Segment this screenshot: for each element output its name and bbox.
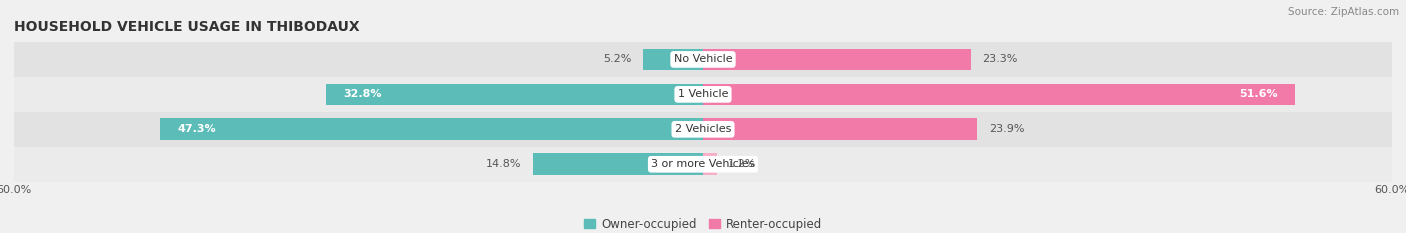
Text: 3 or more Vehicles: 3 or more Vehicles	[651, 159, 755, 169]
Bar	[533, 154, 703, 175]
Text: 23.3%: 23.3%	[981, 55, 1018, 64]
Text: 47.3%: 47.3%	[177, 124, 215, 134]
Bar	[14, 77, 1392, 112]
Text: 14.8%: 14.8%	[486, 159, 522, 169]
Text: 32.8%: 32.8%	[343, 89, 382, 99]
Text: 1 Vehicle: 1 Vehicle	[678, 89, 728, 99]
Bar	[703, 154, 717, 175]
Text: 23.9%: 23.9%	[988, 124, 1025, 134]
Text: HOUSEHOLD VEHICLE USAGE IN THIBODAUX: HOUSEHOLD VEHICLE USAGE IN THIBODAUX	[14, 20, 360, 34]
Bar	[644, 49, 703, 70]
Bar	[703, 84, 1295, 105]
Text: 51.6%: 51.6%	[1240, 89, 1278, 99]
Text: No Vehicle: No Vehicle	[673, 55, 733, 64]
Bar	[703, 49, 970, 70]
Text: 2 Vehicles: 2 Vehicles	[675, 124, 731, 134]
Text: Source: ZipAtlas.com: Source: ZipAtlas.com	[1288, 7, 1399, 17]
Bar	[14, 112, 1392, 147]
Bar	[14, 147, 1392, 182]
Bar	[160, 118, 703, 140]
Text: 1.2%: 1.2%	[728, 159, 756, 169]
Bar	[326, 84, 703, 105]
Bar	[14, 42, 1392, 77]
Legend: Owner-occupied, Renter-occupied: Owner-occupied, Renter-occupied	[579, 213, 827, 233]
Bar	[703, 118, 977, 140]
Text: 5.2%: 5.2%	[603, 55, 631, 64]
